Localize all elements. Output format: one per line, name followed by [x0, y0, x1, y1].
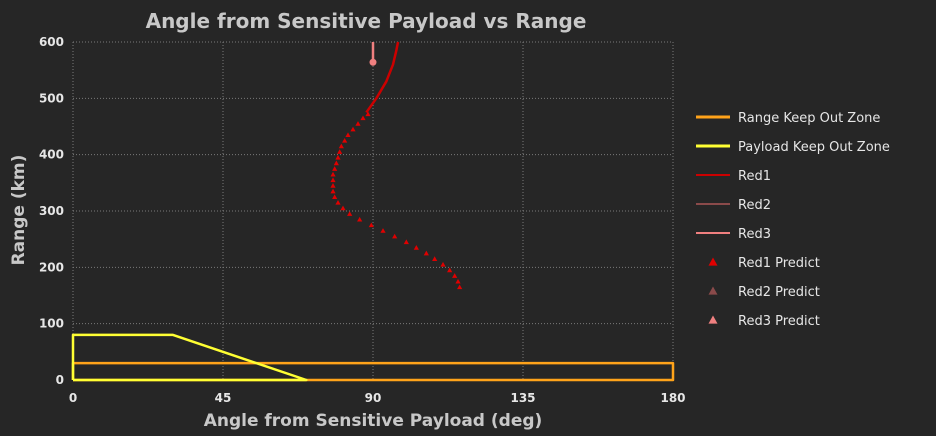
red1-predict-marker [440, 261, 446, 267]
red1-predict-marker [357, 216, 363, 222]
plot-area [71, 41, 675, 382]
y-tick-label: 100 [39, 317, 64, 331]
legend-swatch-red2-predict [708, 286, 718, 295]
red1-predict-marker [335, 154, 341, 160]
y-tick-label: 200 [39, 260, 64, 274]
legend-label-red1: Red1 [738, 169, 771, 184]
red1-predict-marker [457, 284, 463, 290]
legend-label-payload-keep-out-zone: Payload Keep Out Zone [738, 140, 890, 155]
red1-predict-marker [335, 199, 341, 205]
x-axis-label: Angle from Sensitive Payload (deg) [204, 411, 543, 431]
tick-labels: 0 45 90 135 180 0 100 200 300 400 500 600 [39, 35, 686, 405]
x-tick-label: 0 [69, 391, 77, 405]
red1-line [365, 41, 400, 114]
x-tick-label: 135 [510, 391, 535, 405]
red1-predict-marker [338, 143, 344, 149]
x-tick-label: 180 [660, 391, 685, 405]
grid [72, 41, 674, 381]
red1-predict-marker [368, 222, 374, 228]
red1-predict-marker [380, 228, 386, 233]
legend-label-red3: Red3 [738, 227, 771, 242]
x-tick-label: 45 [215, 391, 232, 405]
y-tick-label: 600 [39, 35, 64, 49]
red1-predict-marker [332, 166, 338, 171]
y-tick-label: 400 [39, 148, 64, 162]
red1-predict-marker [452, 273, 458, 278]
legend-swatch-red3-predict [708, 315, 718, 324]
red1-predict-marker [340, 205, 346, 211]
red1-predict-marker [350, 126, 356, 132]
red1-predict-marker [330, 171, 336, 177]
red1-predict-marker [365, 111, 371, 117]
payload-keep-out-zone-line [71, 333, 308, 382]
red1-predict-marker [447, 267, 453, 273]
red1-predict-marker [455, 278, 461, 284]
red1-predict-marker [413, 245, 419, 250]
red1-predict-marker [330, 183, 336, 188]
y-axis-label: Range (km) [9, 155, 29, 266]
legend-label-range-keep-out-zone: Range Keep Out Zone [738, 111, 880, 126]
legend: Range Keep Out Zone Payload Keep Out Zone… [696, 111, 890, 329]
red1-predict-marker [337, 149, 343, 154]
y-tick-label: 300 [39, 204, 64, 218]
legend-label-red2-predict: Red2 Predict [738, 285, 820, 300]
red1-predict-marker [360, 115, 366, 121]
red1-predict-marker [432, 256, 438, 261]
red3-endpoint [369, 58, 377, 66]
y-tick-label: 500 [39, 91, 64, 105]
legend-label-red2: Red2 [738, 198, 771, 213]
red1-predict-marker [332, 194, 338, 199]
red1-predict-marker [330, 188, 336, 194]
red1-predict-marker [345, 132, 351, 138]
range-keep-out-zone-line [71, 361, 675, 382]
red1-predict-marker [392, 233, 398, 239]
red1-predict-marker [403, 239, 409, 245]
red1-predict-marker [333, 160, 339, 166]
x-tick-label: 90 [365, 391, 382, 405]
legend-label-red3-predict: Red3 Predict [738, 314, 820, 329]
chart-title: Angle from Sensitive Payload vs Range [146, 9, 587, 33]
red1-predict-marker [355, 121, 361, 126]
legend-swatch-red1-predict [708, 257, 718, 266]
y-tick-label: 0 [56, 373, 64, 387]
red1-predict-marker [423, 250, 429, 256]
red1-predict-marker [347, 211, 353, 216]
red1-predict-marker [330, 177, 336, 183]
red1-predict-marker [342, 137, 348, 143]
legend-label-red1-predict: Red1 Predict [738, 256, 820, 271]
